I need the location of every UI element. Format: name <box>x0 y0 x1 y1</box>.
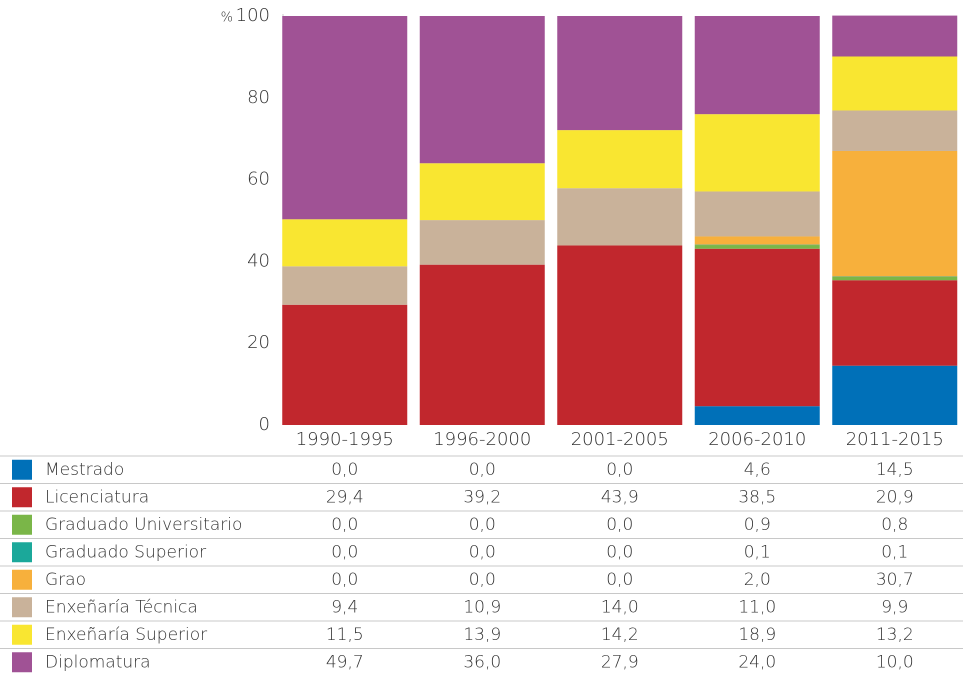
y-tick-label: 20 <box>247 332 270 353</box>
legend-label: Enxeñaría Superior <box>45 625 207 645</box>
table-value: 14,5 <box>876 460 914 480</box>
legend-swatch <box>12 624 32 645</box>
legend-label: Diplomatura <box>45 652 151 672</box>
bar-segment <box>832 56 958 111</box>
x-tick-label: 1990-1995 <box>296 429 394 450</box>
y-tick-label: 0 <box>259 414 270 435</box>
legend-swatch <box>12 514 32 535</box>
table-value: 27,9 <box>601 652 639 672</box>
bar-segment <box>694 245 820 249</box>
legend-label: Grao <box>45 570 86 590</box>
table-value: 11,5 <box>326 625 364 645</box>
y-tick-label: 100 <box>236 5 270 26</box>
bar-segment <box>557 16 683 131</box>
bar-segment <box>694 16 820 115</box>
table-value: 13,2 <box>876 625 914 645</box>
y-tick-label: 60 <box>247 169 270 190</box>
table-value: 10,0 <box>876 652 914 672</box>
bar-segment <box>694 236 820 245</box>
x-tick-label: 2006-2010 <box>708 429 806 450</box>
table-value: 2,0 <box>744 570 771 590</box>
bar-segment <box>557 188 683 246</box>
legend-label: Licenciatura <box>45 487 149 507</box>
x-tick-label: 2011-2015 <box>846 429 944 450</box>
bar-segment <box>832 276 958 281</box>
legend-swatch <box>12 542 32 563</box>
y-tick-label: 40 <box>247 250 270 271</box>
bar-segment <box>832 150 958 277</box>
table-value: 13,9 <box>463 625 501 645</box>
table-value: 0,0 <box>331 570 358 590</box>
table-value: 0,0 <box>469 460 496 480</box>
table-value: 18,9 <box>738 625 776 645</box>
bar-segment <box>282 219 408 267</box>
legend-swatch <box>12 459 32 480</box>
table-value: 30,7 <box>876 570 914 590</box>
table-value: 24,0 <box>738 652 776 672</box>
bar-segment <box>694 114 820 192</box>
table-value: 0,0 <box>606 542 633 562</box>
bar-segment <box>282 304 408 425</box>
bar-segment <box>694 406 820 425</box>
bar-segment <box>557 130 683 189</box>
legend-label: Graduado Universitario <box>45 515 242 535</box>
table-value: 11,0 <box>738 597 776 617</box>
bar-segment <box>419 264 545 425</box>
legend-swatch <box>12 569 32 590</box>
legend-swatch <box>12 652 32 673</box>
bar-segment <box>419 163 545 221</box>
table-value: 0,8 <box>881 515 908 535</box>
table-value: 0,0 <box>331 542 358 562</box>
table-value: 36,0 <box>463 652 501 672</box>
table-value: 0,9 <box>744 515 771 535</box>
table-value: 43,9 <box>601 487 639 507</box>
table-value: 4,6 <box>744 460 771 480</box>
table-value: 0,0 <box>606 570 633 590</box>
table-value: 0,0 <box>331 460 358 480</box>
y-tick-label: 80 <box>247 87 270 108</box>
bar-segment <box>832 365 958 425</box>
table-value: 0,0 <box>606 460 633 480</box>
bar-segment <box>282 16 408 220</box>
bar-segment <box>832 110 958 151</box>
bar-segment <box>694 248 820 407</box>
table-value: 20,9 <box>876 487 914 507</box>
table-value: 14,0 <box>601 597 639 617</box>
table-value: 0,0 <box>469 570 496 590</box>
table-value: 0,0 <box>606 515 633 535</box>
table-value: 38,5 <box>738 487 776 507</box>
table-value: 10,9 <box>463 597 501 617</box>
legend-label: Mestrado <box>45 460 124 480</box>
table-value: 49,7 <box>326 652 364 672</box>
table-value: 29,4 <box>326 487 364 507</box>
table-value: 0,1 <box>881 542 908 562</box>
table-value: 0,0 <box>469 542 496 562</box>
bar-segment <box>694 191 820 237</box>
legend-swatch <box>12 487 32 508</box>
legend-label: Enxeñaría Técnica <box>45 597 198 617</box>
bar-segment <box>282 266 408 305</box>
x-tick-label: 1996-2000 <box>433 429 531 450</box>
bar-segment <box>419 16 545 164</box>
table-value: 0,0 <box>331 515 358 535</box>
legend-swatch <box>12 597 32 618</box>
bar-segment <box>419 220 545 265</box>
table-value: 39,2 <box>463 487 501 507</box>
x-tick-label: 2001-2005 <box>571 429 669 450</box>
table-value: 14,2 <box>601 625 639 645</box>
table-value: 0,0 <box>469 515 496 535</box>
legend-label: Graduado Superior <box>45 542 206 562</box>
bar-segment <box>557 245 683 425</box>
bar-segment <box>832 15 958 57</box>
table-value: 9,4 <box>331 597 358 617</box>
bar-segment <box>832 280 958 366</box>
table-value: 0,1 <box>744 542 771 562</box>
y-axis-label: % <box>221 11 233 26</box>
table-value: 9,9 <box>881 597 908 617</box>
